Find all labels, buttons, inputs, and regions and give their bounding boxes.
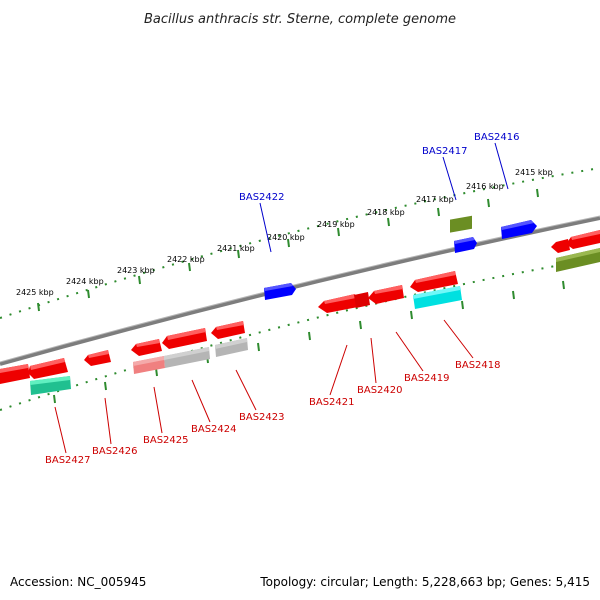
topology-text: Topology: circular; Length: 5,228,663 bp… <box>259 575 590 589</box>
feature-boxes <box>30 286 462 395</box>
accession-text: Accession: NC_005945 <box>10 575 146 589</box>
gene-label-BAS2424[interactable]: BAS2424 <box>191 424 237 435</box>
gene-label-BAS2422[interactable]: BAS2422 <box>239 192 285 203</box>
ruler-label: 2416 kbp <box>466 182 504 191</box>
forward-gene-olive-right <box>556 248 600 272</box>
forward-label-lines <box>259 142 509 253</box>
ruler-label: 2415 kbp <box>515 168 553 177</box>
forward-gene-BAS2422[interactable] <box>264 283 296 300</box>
gene-label-BAS2426[interactable]: BAS2426 <box>92 446 138 457</box>
ruler-label: 2420 kbp <box>267 233 305 242</box>
gene-label-BAS2425[interactable]: BAS2425 <box>143 435 189 446</box>
gene-label-BAS2416[interactable]: BAS2416 <box>474 132 520 143</box>
ruler-label: 2418 kbp <box>367 208 405 217</box>
ruler-label: 2421 kbp <box>217 244 255 253</box>
gene-label-BAS2423[interactable]: BAS2423 <box>239 412 285 423</box>
ruler-label: 2417 kbp <box>416 195 454 204</box>
ruler-label: 2419 kbp <box>317 220 355 229</box>
map-title: Bacillus anthracis str. Sterne, complete… <box>144 12 456 27</box>
outer-ruler-ticks <box>37 188 539 312</box>
gene-label-BAS2417[interactable]: BAS2417 <box>422 146 468 157</box>
gene-label-BAS2427[interactable]: BAS2427 <box>45 455 91 466</box>
ruler-label: 2422 kbp <box>167 255 205 264</box>
forward-gene-BAS2417[interactable] <box>454 237 477 253</box>
inner-ruler-ticks <box>53 280 565 404</box>
ruler-labels: 2425 kbp 2424 kbp 2423 kbp 2422 kbp 2421… <box>16 168 553 297</box>
gene-label-BAS2421[interactable]: BAS2421 <box>309 397 355 408</box>
outer-ruler-line <box>0 167 600 319</box>
ruler-label: 2423 kbp <box>117 266 155 275</box>
gene-label-BAS2420[interactable]: BAS2420 <box>357 385 403 396</box>
forward-gene-olive <box>450 215 472 233</box>
gene-label-BAS2419[interactable]: BAS2419 <box>404 373 450 384</box>
gene-label-BAS2418[interactable]: BAS2418 <box>455 360 501 371</box>
reverse-genes <box>0 230 600 384</box>
ruler-label: 2424 kbp <box>66 277 104 286</box>
ruler-label: 2425 kbp <box>16 288 54 297</box>
reverse-label-lines <box>54 319 474 454</box>
forward-gene-BAS2416[interactable] <box>501 220 537 239</box>
